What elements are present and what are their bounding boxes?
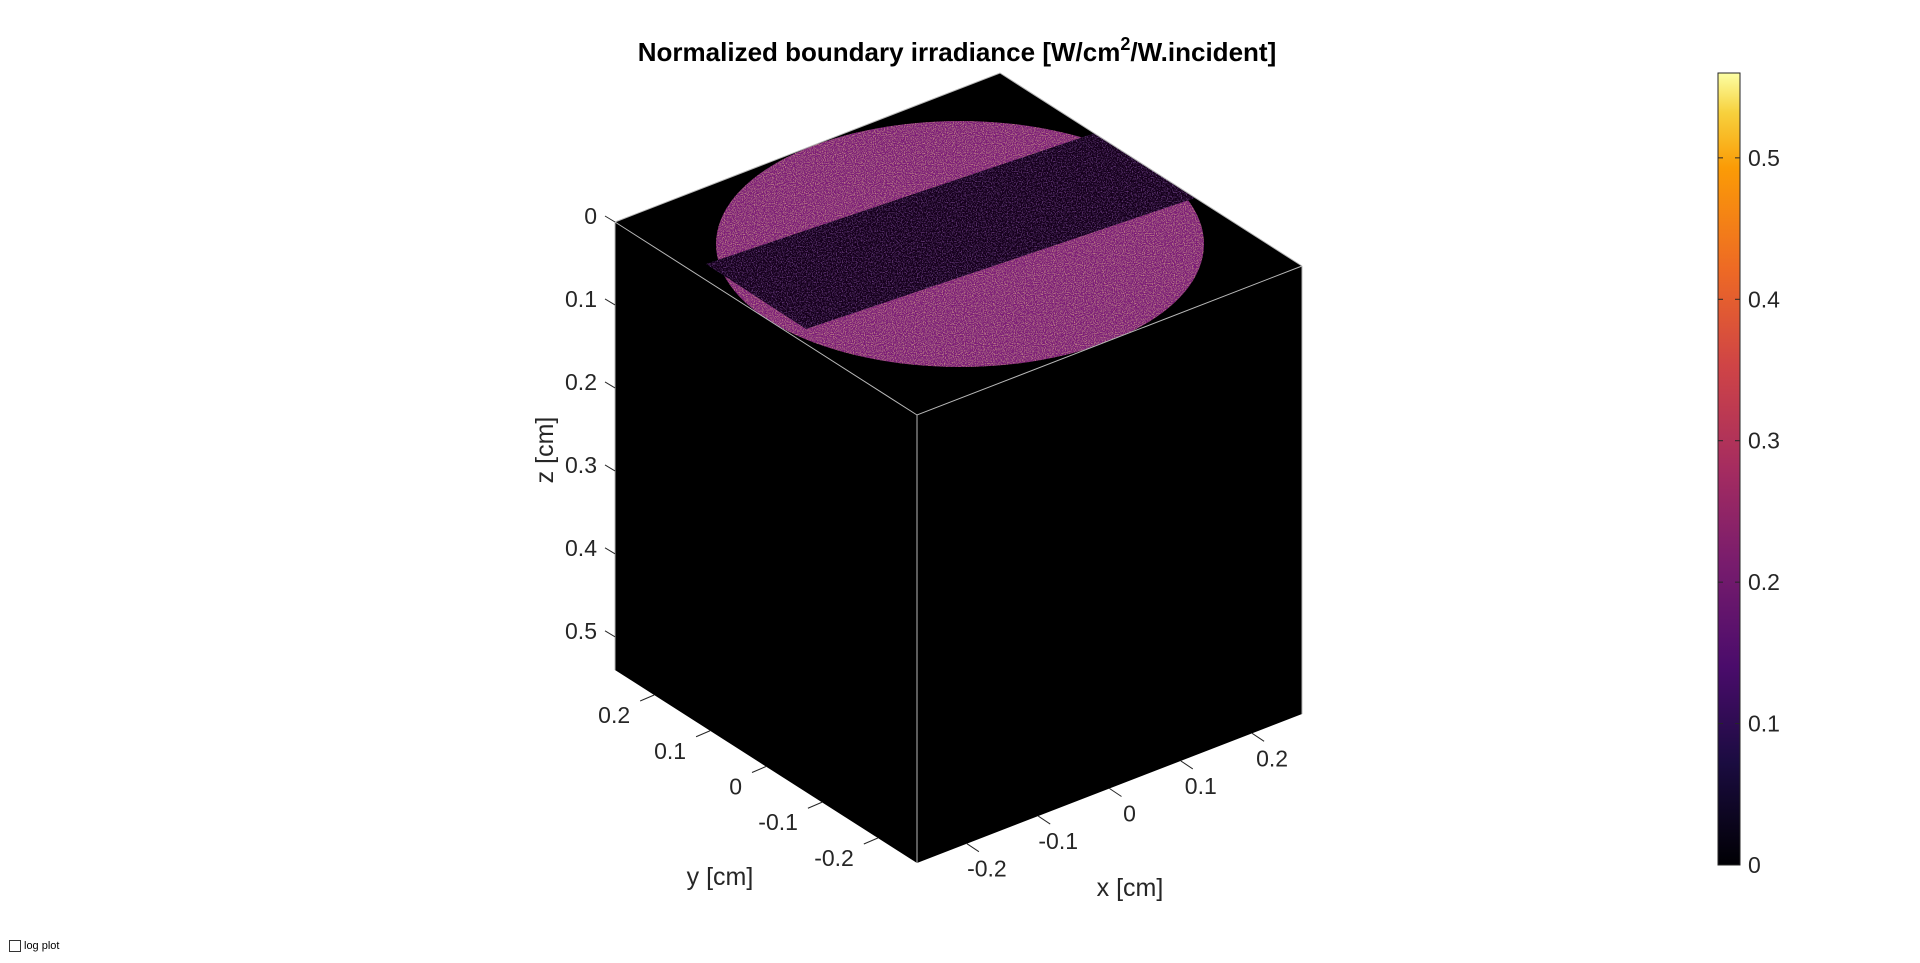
y-tick-label: 0 xyxy=(729,774,742,800)
z-tick-label: 0.4 xyxy=(565,535,597,561)
log-plot-label: log plot xyxy=(24,940,60,952)
z-tick-mark xyxy=(604,547,616,555)
y-axis: 0.2 0.1 0 -0.1 -0.2 xyxy=(598,694,879,871)
colorbar-tick-label: 0 xyxy=(1748,852,1761,878)
colorbar-tick-label: 0.2 xyxy=(1748,569,1780,595)
y-tick-mark xyxy=(695,730,711,738)
dark-band xyxy=(706,132,1198,329)
y-tick-mark xyxy=(863,837,879,845)
x-axis: -0.2 -0.1 0 0.1 0.2 xyxy=(966,732,1288,882)
colorbar-ticks: 0 0.1 0.2 0.3 0.4 0.5 xyxy=(1718,145,1780,878)
colorbar-tick-label: 0.5 xyxy=(1748,145,1780,171)
z-tick-label: 0.5 xyxy=(565,618,597,644)
log-plot-checkbox[interactable]: log plot xyxy=(9,940,59,952)
z-tick-label: 0.2 xyxy=(565,369,597,395)
x-tick-label: 0.1 xyxy=(1185,773,1217,799)
cube-edges xyxy=(614,72,1303,863)
y-tick-label: 0.2 xyxy=(598,702,630,728)
x-tick-mark xyxy=(1251,732,1265,742)
z-axis: 0 0.1 0.2 0.3 0.4 0.5 xyxy=(565,203,616,644)
y-tick-mark xyxy=(751,766,767,773)
z-axis-label: z [cm] xyxy=(531,417,559,484)
x-tick-label: -0.2 xyxy=(967,856,1007,882)
z-tick-label: 0.3 xyxy=(565,452,597,478)
colorbar-gradient xyxy=(1717,72,1741,866)
z-tick-mark xyxy=(604,464,616,472)
z-tick-label: 0.1 xyxy=(565,286,597,312)
z-tick-mark xyxy=(604,215,616,223)
colorbar-tick-label: 0.4 xyxy=(1748,286,1780,312)
log-plot-checkbox-box[interactable] xyxy=(9,940,21,952)
x-axis-label: x [cm] xyxy=(1097,874,1164,902)
y-tick-label: -0.1 xyxy=(758,809,798,835)
x-tick-label: 0 xyxy=(1123,801,1136,827)
colorbar-tick-label: 0.1 xyxy=(1748,711,1780,737)
z-tick-label: 0 xyxy=(584,203,597,229)
x-tick-mark xyxy=(1180,760,1194,770)
cube-left-face xyxy=(615,222,917,863)
z-tick-mark xyxy=(604,381,616,389)
z-tick-mark xyxy=(604,630,616,638)
y-tick-mark xyxy=(639,694,655,702)
y-tick-mark xyxy=(807,801,823,809)
x-tick-label: 0.2 xyxy=(1256,745,1288,771)
x-tick-mark xyxy=(1037,815,1051,825)
y-tick-label: -0.2 xyxy=(814,845,854,871)
x-tick-mark xyxy=(1109,788,1122,797)
chart-title: Normalized boundary irradiance [W/cm2/W.… xyxy=(638,34,1276,67)
x-tick-mark xyxy=(966,843,980,853)
cube xyxy=(614,72,1303,863)
x-tick-label: -0.1 xyxy=(1038,828,1078,854)
y-tick-label: 0.1 xyxy=(654,738,686,764)
cube-right-face xyxy=(917,266,1302,863)
z-tick-mark xyxy=(604,298,616,306)
colorbar-tick-label: 0.3 xyxy=(1748,428,1780,454)
colorbar: 0 0.1 0.2 0.3 0.4 0.5 xyxy=(1717,72,1780,878)
top-surface-irradiance xyxy=(706,121,1204,367)
y-axis-label: y [cm] xyxy=(687,863,754,891)
